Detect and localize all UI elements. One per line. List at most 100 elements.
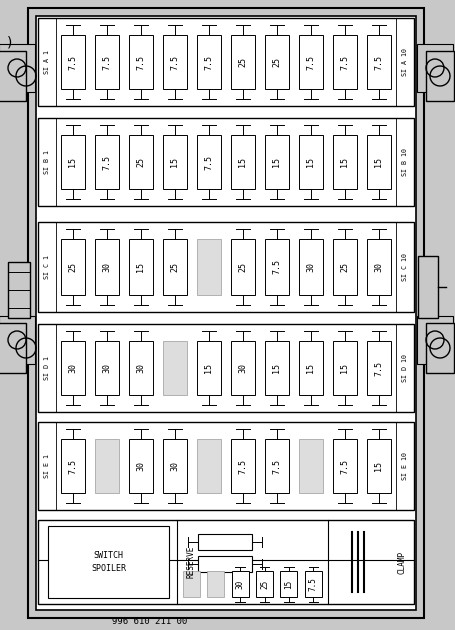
Bar [48, 526, 169, 598]
Bar [298, 239, 323, 295]
Text: 7.5: 7.5 [68, 55, 77, 69]
Bar [8, 262, 30, 318]
Text: 15: 15 [284, 580, 293, 589]
Text: 15: 15 [374, 461, 383, 471]
Text: CLAMP: CLAMP [397, 551, 405, 573]
Bar [264, 438, 288, 493]
Text: 7.5: 7.5 [272, 459, 281, 474]
Text: 30: 30 [306, 262, 315, 272]
Bar [366, 239, 390, 295]
Text: ): ) [7, 36, 13, 50]
Bar [332, 341, 356, 395]
Bar [332, 438, 356, 493]
Text: 7.5: 7.5 [306, 55, 315, 69]
Bar [264, 239, 288, 295]
Bar [162, 438, 187, 493]
Bar [38, 324, 413, 412]
Text: 25: 25 [272, 57, 281, 67]
Bar [280, 571, 297, 597]
Text: 30: 30 [68, 363, 77, 373]
Bar [128, 239, 153, 295]
Text: 15: 15 [272, 157, 281, 167]
Text: 15: 15 [340, 363, 349, 373]
Bar [255, 571, 273, 597]
Text: 15: 15 [204, 363, 213, 373]
Bar [38, 118, 413, 206]
Text: RESERVE: RESERVE [186, 546, 195, 578]
Text: 25: 25 [238, 57, 247, 67]
Text: 30: 30 [238, 363, 247, 373]
Bar [0, 316, 35, 364]
Bar [230, 438, 255, 493]
Bar [162, 239, 187, 295]
Text: 7.5: 7.5 [340, 459, 349, 474]
Bar [196, 239, 221, 295]
Bar [230, 35, 255, 89]
Bar [128, 135, 153, 189]
Bar [61, 35, 85, 89]
Text: SWITCH
SPOILER: SWITCH SPOILER [91, 551, 126, 573]
Text: 15: 15 [170, 157, 179, 167]
Bar [0, 323, 26, 373]
Text: 7.5: 7.5 [308, 578, 317, 592]
Bar [298, 135, 323, 189]
Text: 30: 30 [374, 262, 383, 272]
Bar [61, 239, 85, 295]
Text: 15: 15 [306, 363, 315, 373]
Text: 15: 15 [272, 363, 281, 373]
Text: 25: 25 [170, 262, 179, 272]
Text: 15: 15 [306, 157, 315, 167]
Bar [366, 135, 390, 189]
Bar [61, 341, 85, 395]
Text: 15: 15 [374, 157, 383, 167]
Bar [298, 438, 323, 493]
Text: SI A 10: SI A 10 [401, 48, 407, 76]
Bar [128, 341, 153, 395]
Bar [425, 51, 453, 101]
Bar [304, 571, 321, 597]
Text: 7.5: 7.5 [136, 55, 145, 69]
Text: 7.5: 7.5 [102, 154, 111, 169]
Text: SI D 10: SI D 10 [401, 354, 407, 382]
Bar [95, 239, 119, 295]
Text: 25: 25 [68, 262, 77, 272]
Bar [182, 571, 199, 597]
Bar [196, 438, 221, 493]
Bar [95, 341, 119, 395]
Text: SI B 1: SI B 1 [44, 150, 50, 174]
Bar [61, 135, 85, 189]
Bar [196, 135, 221, 189]
Text: SI D 1: SI D 1 [44, 356, 50, 380]
Bar [332, 239, 356, 295]
Text: 15: 15 [238, 157, 247, 167]
Bar [38, 520, 413, 604]
Text: 7.5: 7.5 [272, 260, 281, 275]
Bar [264, 341, 288, 395]
Bar [230, 135, 255, 189]
Text: SI E 10: SI E 10 [401, 452, 407, 480]
Bar [162, 35, 187, 89]
Text: 15: 15 [340, 157, 349, 167]
Bar [417, 256, 437, 318]
Bar [230, 341, 255, 395]
Bar [425, 323, 453, 373]
Bar [366, 35, 390, 89]
Text: SI C 10: SI C 10 [401, 253, 407, 281]
Bar [416, 44, 452, 92]
Bar [366, 341, 390, 395]
Bar [230, 239, 255, 295]
Text: 30: 30 [102, 363, 111, 373]
Bar [95, 438, 119, 493]
Text: SI C 1: SI C 1 [44, 255, 50, 279]
Bar [28, 8, 423, 618]
Bar [332, 35, 356, 89]
Bar [162, 341, 187, 395]
Text: 15: 15 [68, 157, 77, 167]
Bar [298, 35, 323, 89]
Text: 30: 30 [170, 461, 179, 471]
Text: 25: 25 [136, 157, 145, 167]
Bar [95, 35, 119, 89]
Text: 7.5: 7.5 [170, 55, 179, 69]
Text: 30: 30 [235, 580, 244, 589]
Bar [196, 341, 221, 395]
